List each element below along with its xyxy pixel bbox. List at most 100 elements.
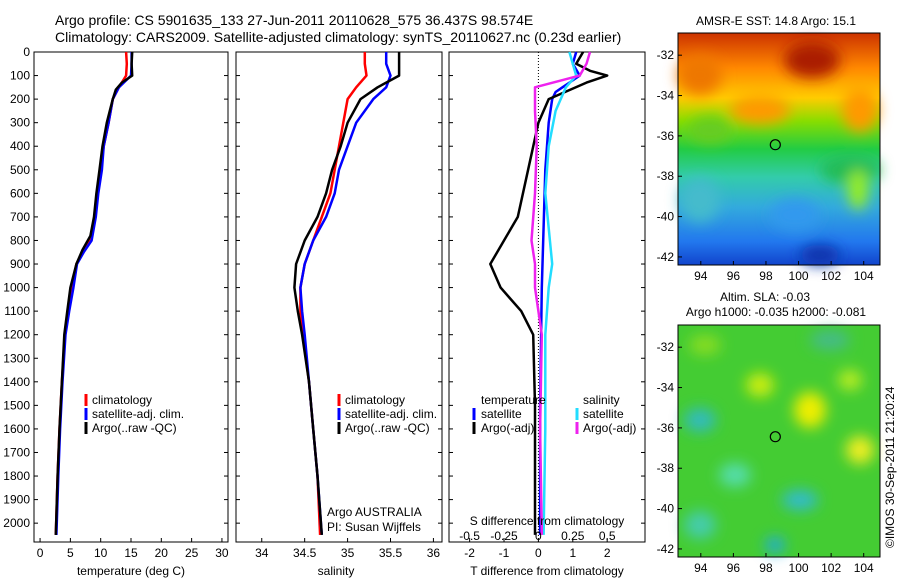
sst-map-frame — [677, 32, 881, 266]
depth-tick-label: 1100 — [4, 304, 30, 318]
x-tick-label: 15 — [124, 546, 138, 560]
s-tick-label: 0.5 — [599, 529, 616, 543]
map-y-tick-label: -40 — [657, 210, 675, 224]
sla-map-title-2: Argo h1000: -0.035 h2000: -0.081 — [686, 305, 866, 319]
depth-tick-label: 1500 — [3, 398, 30, 412]
map-x-tick-label: 98 — [759, 561, 773, 575]
salinity-panel: 34 34.5 35 35.5 36 — [235, 51, 443, 560]
x-tick-label: -1 — [499, 546, 510, 560]
credit-text: ©IMOS 30-Sep-2011 21:20:24 — [883, 386, 897, 548]
map-x-tick-label: 100 — [789, 561, 809, 575]
map-x-tick-label: 102 — [821, 269, 841, 283]
s-tick-label: -0.25 — [490, 529, 518, 543]
legend-satellite-label: satellite-adj. clim. — [92, 407, 184, 421]
depth-tick-label: 0 — [23, 45, 30, 59]
map-y-tick-label: -34 — [657, 89, 675, 103]
float-info-line1: Argo AUSTRALIA — [327, 505, 422, 519]
x-tick-label: 35 — [341, 546, 355, 560]
legend-temperature-header: temperature — [481, 393, 546, 407]
legend-climatology-label: climatology — [345, 393, 405, 407]
salinity-axis-label: salinity — [318, 564, 355, 578]
legend-t-satellite-label: satellite — [481, 407, 522, 421]
depth-tick-label: 1200 — [3, 328, 30, 342]
legend-s-satellite-label: satellite — [583, 407, 624, 421]
map-x-tick-label: 94 — [694, 269, 708, 283]
map-x-tick-label: 102 — [821, 561, 841, 575]
map-y-tick-label: -42 — [657, 250, 675, 264]
map-x-tick-label: 94 — [694, 561, 708, 575]
map-x-tick-label: 104 — [854, 269, 874, 283]
depth-tick-label: 1300 — [3, 351, 30, 365]
depth-tick-label: 1400 — [3, 375, 30, 389]
difference-legend: temperature satellite Argo(-adj) salinit… — [472, 393, 636, 435]
map-y-tick-label: -34 — [657, 381, 675, 395]
x-tick-label: 34 — [255, 546, 269, 560]
salinity-plot-frame — [235, 51, 443, 543]
x-tick-label: 36 — [427, 546, 441, 560]
figure-title: Argo profile: CS 5901635_133 27-Jun-2011… — [55, 12, 533, 28]
series-line-climatology — [54, 51, 129, 535]
temperature-plot-frame — [33, 51, 229, 543]
sla-map — [677, 324, 881, 558]
t-difference-axis-label: T difference from climatology — [470, 564, 624, 578]
series-line-salinity-argo-adj- — [530, 51, 592, 535]
x-tick-label: 34.5 — [293, 546, 317, 560]
depth-tick-label: 100 — [10, 69, 30, 83]
depth-tick-label: 1000 — [3, 281, 30, 295]
legend-t-argo-label: Argo(-adj) — [481, 421, 534, 435]
x-tick-label: 10 — [94, 546, 108, 560]
series-line-temperature-satellite — [538, 51, 581, 535]
map-y-tick-label: -38 — [657, 169, 675, 183]
depth-tick-label: 500 — [10, 163, 30, 177]
temperature-panel: 0 5 10 15 20 25 30 — [33, 51, 229, 560]
s-tick-label: 0 — [535, 529, 542, 543]
depth-tick-label: 700 — [10, 210, 30, 224]
map-y-tick-label: -36 — [657, 129, 675, 143]
x-tick-label: -2 — [464, 546, 475, 560]
depth-tick-label: 1900 — [3, 493, 30, 507]
map-x-tick-label: 98 — [759, 269, 773, 283]
depth-tick-label: 900 — [10, 257, 30, 271]
float-info-line2: PI: Susan Wijffels — [327, 520, 421, 534]
x-tick-label: 25 — [185, 546, 199, 560]
depth-tick-label: 400 — [10, 139, 30, 153]
series-line-argo-raw-qc- — [54, 51, 134, 535]
depth-tick-label: 300 — [10, 116, 30, 130]
map-y-tick-label: -38 — [657, 461, 675, 475]
sla-map-frame — [677, 324, 881, 558]
map-y-tick-label: -32 — [657, 340, 675, 354]
depth-tick-label: 1700 — [3, 445, 30, 459]
map-x-tick-label: 96 — [727, 561, 741, 575]
legend-salinity-header: salinity — [583, 393, 620, 407]
s-tick-label: 0.25 — [561, 529, 585, 543]
series-line-argo-raw-qc- — [293, 52, 401, 535]
depth-tick-label: 200 — [10, 92, 30, 106]
difference-plot-frame — [448, 51, 646, 543]
series-line-satellite-adj-clim- — [55, 52, 133, 535]
sla-map-axes: 94 96 98 100 102 104 -32 -34 -36 -38 -40 -42 — [657, 340, 874, 575]
s-difference-axis-label: S difference from climatology — [470, 514, 625, 528]
salinity-legend: climatology satellite-adj. clim. Argo(..… — [337, 393, 437, 435]
difference-panel: -2 -1 0 1 2 — [448, 51, 646, 560]
legend-satellite-label: satellite-adj. clim. — [345, 407, 437, 421]
sla-map-title-1: Altim. SLA: -0.03 — [720, 290, 810, 304]
map-y-tick-label: -36 — [657, 421, 675, 435]
x-tick-label: 30 — [215, 546, 229, 560]
map-x-tick-label: 100 — [789, 269, 809, 283]
map-y-tick-label: -32 — [657, 48, 675, 62]
map-x-tick-label: 96 — [727, 269, 741, 283]
series-line-satellite-adj-clim- — [299, 52, 392, 535]
s-tick-label: -0.5 — [459, 529, 480, 543]
x-tick-label: 1 — [569, 546, 576, 560]
sst-map-title: AMSR-E SST: 14.8 Argo: 15.1 — [696, 14, 856, 28]
map-y-tick-label: -42 — [657, 542, 675, 556]
x-tick-label: 5 — [67, 546, 74, 560]
series-line-salinity-satellite — [542, 51, 578, 535]
sst-map — [677, 32, 881, 266]
depth-tick-label: 2000 — [3, 516, 30, 530]
series-line-temperature-argo-adj- — [489, 51, 609, 535]
x-tick-label: 2 — [604, 546, 611, 560]
x-tick-label: 0 — [535, 546, 542, 560]
argo-position-marker — [769, 431, 781, 443]
legend-argo-label: Argo(..raw -QC) — [345, 421, 430, 435]
